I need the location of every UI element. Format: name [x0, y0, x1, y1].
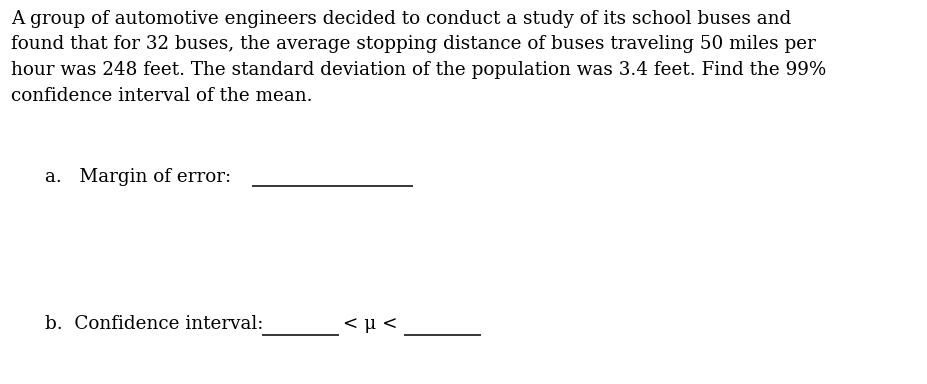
Text: < μ <: < μ <: [337, 316, 403, 333]
Text: A group of automotive engineers decided to conduct a study of its school buses a: A group of automotive engineers decided …: [11, 10, 826, 105]
Text: a.   Margin of error:: a. Margin of error:: [44, 168, 231, 185]
Text: b.  Confidence interval:: b. Confidence interval:: [44, 316, 262, 333]
